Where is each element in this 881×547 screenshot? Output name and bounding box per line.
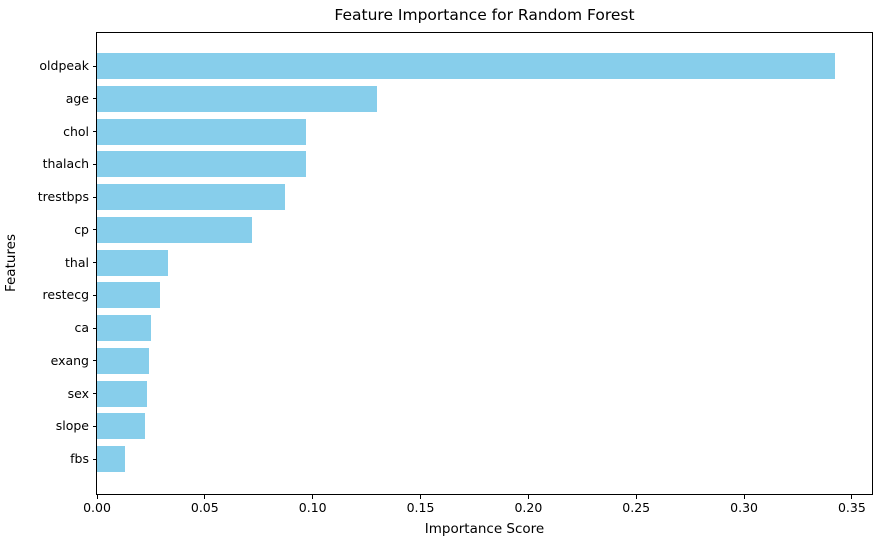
x-tick-mark-0.20: [527, 495, 529, 499]
bar-fbs: [97, 446, 125, 472]
x-tick-mark-0.25: [635, 495, 637, 499]
bar-ca: [97, 315, 151, 341]
x-tick-mark-0.35: [851, 495, 853, 499]
bar-trestbps: [97, 184, 285, 211]
x-tick-mark-0.00: [96, 495, 98, 499]
x-tick-label-0.10: 0.10: [298, 500, 327, 515]
y-tick-label-thalach: thalach: [42, 156, 89, 172]
y-tick-mark-restecg: [93, 294, 97, 296]
bar-cp: [97, 216, 253, 243]
plot-area: [96, 32, 873, 495]
y-tick-label-age: age: [65, 90, 89, 106]
y-tick-label-chol: chol: [63, 123, 89, 139]
y-tick-label-cp: cp: [74, 221, 89, 237]
x-tick-label-0.00: 0.00: [83, 500, 111, 515]
bar-restecg: [97, 282, 160, 309]
bar-slope: [97, 413, 145, 440]
bar-sex: [97, 380, 147, 407]
y-tick-mark-fbs: [93, 458, 97, 460]
y-tick-label-fbs: fbs: [70, 451, 89, 466]
y-tick-mark-cp: [93, 229, 97, 231]
bar-chol: [97, 118, 307, 145]
y-tick-label-restecg: restecg: [42, 287, 89, 303]
y-tick-mark-trestbps: [93, 196, 97, 198]
y-tick-mark-slope: [93, 425, 97, 427]
y-tick-label-sex: sex: [67, 385, 89, 401]
y-tick-mark-chol: [93, 131, 97, 133]
y-tick-label-ca: ca: [74, 320, 89, 335]
x-tick-label-0.15: 0.15: [406, 500, 435, 515]
x-tick-label-0.35: 0.35: [837, 500, 866, 515]
x-tick-label-0.05: 0.05: [190, 500, 219, 515]
bar-thalach: [97, 151, 307, 178]
y-tick-mark-ca: [93, 327, 97, 329]
chart-title: Feature Importance for Random Forest: [334, 6, 635, 24]
bar-thal: [97, 249, 169, 276]
x-tick-label-0.30: 0.30: [730, 500, 759, 515]
y-tick-label-slope: slope: [55, 418, 89, 434]
y-tick-mark-sex: [93, 393, 97, 394]
y-tick-label-exang: exang: [50, 352, 89, 368]
bar-exang: [97, 347, 149, 374]
x-tick-mark-0.10: [312, 495, 314, 499]
x-tick-label-0.20: 0.20: [514, 500, 543, 515]
y-tick-mark-oldpeak: [93, 65, 97, 67]
x-tick-mark-0.15: [420, 495, 421, 499]
y-tick-mark-thal: [93, 262, 97, 264]
y-tick-mark-age: [93, 98, 97, 100]
y-tick-label-thal: thal: [65, 254, 89, 270]
y-tick-mark-thalach: [93, 163, 97, 165]
x-axis-label: Importance Score: [424, 521, 545, 537]
y-tick-mark-exang: [93, 360, 97, 362]
y-tick-label-oldpeak: oldpeak: [39, 58, 89, 74]
x-tick-mark-0.05: [204, 495, 206, 499]
bar-age: [97, 85, 378, 112]
x-tick-mark-0.30: [743, 495, 745, 499]
y-tick-label-trestbps: trestbps: [37, 189, 89, 205]
x-tick-label-0.25: 0.25: [622, 500, 651, 515]
bar-oldpeak: [97, 53, 835, 80]
